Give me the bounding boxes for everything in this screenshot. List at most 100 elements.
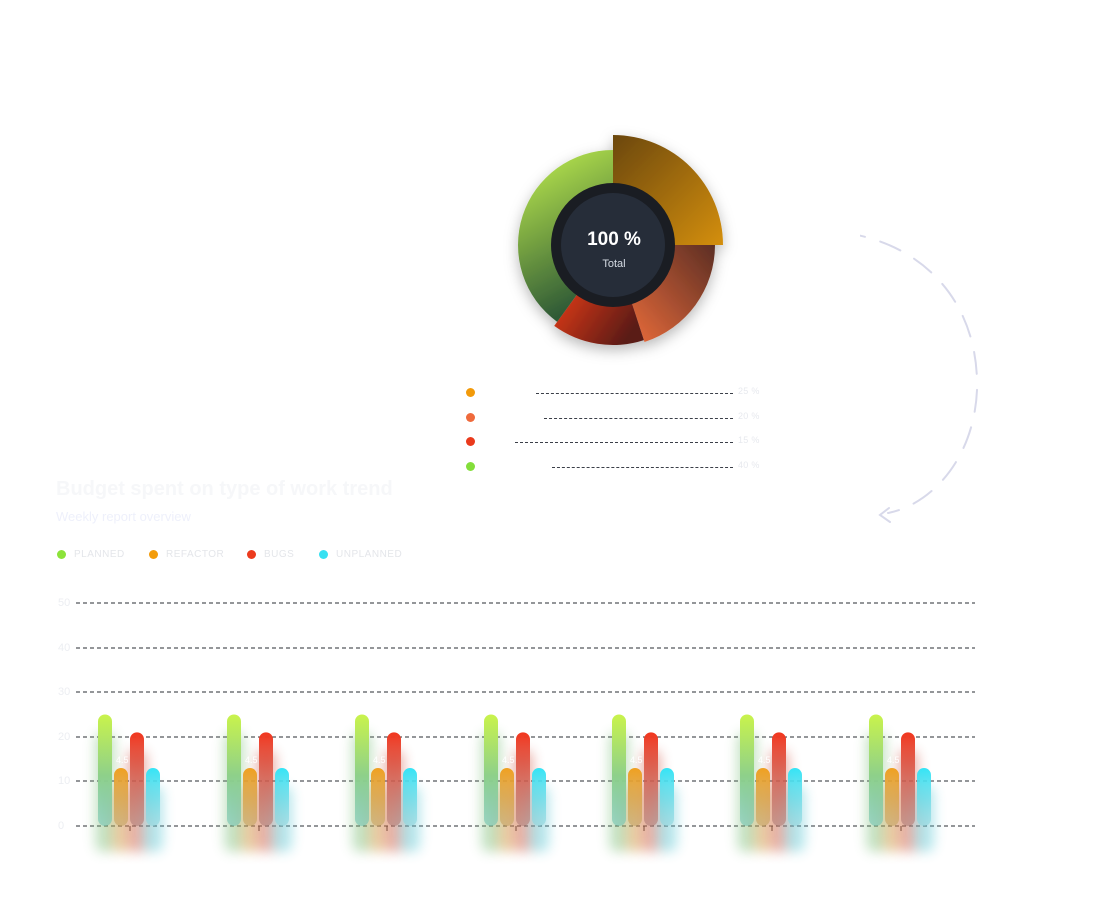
bar-shadow bbox=[882, 786, 902, 852]
legend-dot bbox=[319, 550, 328, 559]
bar-unplanned bbox=[788, 768, 802, 826]
bar-shadow bbox=[657, 786, 677, 852]
bar-shadow bbox=[400, 786, 420, 852]
bar-shadow bbox=[240, 786, 260, 852]
bar-planned bbox=[98, 714, 112, 826]
bar-bugs bbox=[901, 732, 915, 826]
bar-shadow bbox=[866, 732, 886, 852]
donut-legend-item: 40 % bbox=[466, 460, 766, 474]
y-tick-label: 0 bbox=[58, 820, 64, 832]
legend-dot bbox=[149, 550, 158, 559]
legend-value: 40 % bbox=[738, 460, 760, 470]
donut-center-label: Total bbox=[602, 258, 626, 270]
bar-data-label: 4.5 bbox=[116, 755, 129, 765]
donut-slice-refactor bbox=[613, 135, 723, 245]
bar-shadow bbox=[625, 786, 645, 852]
donut-slice-planned bbox=[517, 150, 613, 322]
bar-refactor bbox=[628, 768, 642, 826]
bar-planned bbox=[355, 714, 369, 826]
bar-data-label: 4.5 bbox=[373, 755, 386, 765]
bar-refactor bbox=[371, 768, 385, 826]
bar-shadow bbox=[368, 786, 388, 852]
y-tick-label: 40 bbox=[58, 642, 70, 654]
curved-arrow-icon bbox=[860, 234, 979, 523]
bar-shadow bbox=[256, 750, 276, 852]
legend-value: 15 % bbox=[738, 435, 760, 445]
donut-center bbox=[561, 193, 665, 297]
bar-refactor bbox=[756, 768, 770, 826]
bar-shadow bbox=[111, 786, 131, 852]
leader-line bbox=[515, 442, 733, 443]
bar-shadow bbox=[384, 750, 404, 852]
y-tick-label: 30 bbox=[58, 686, 70, 698]
legend-dot bbox=[466, 437, 475, 446]
legend-dot bbox=[247, 550, 256, 559]
bar-shadow bbox=[272, 786, 292, 852]
bar-unplanned bbox=[275, 768, 289, 826]
bar-shadow bbox=[898, 750, 918, 852]
bar-data-label: 4.5 bbox=[758, 755, 771, 765]
bar-shadow bbox=[769, 750, 789, 852]
bar-data-label: 4.5 bbox=[630, 755, 643, 765]
bar-bugs bbox=[259, 732, 273, 826]
donut-slice-second bbox=[630, 245, 715, 343]
bar-shadow bbox=[753, 786, 773, 852]
bar-shadow bbox=[641, 750, 661, 852]
bar-unplanned bbox=[403, 768, 417, 826]
bar-unplanned bbox=[146, 768, 160, 826]
bar-bugs bbox=[772, 732, 786, 826]
bar-shadow bbox=[914, 786, 934, 852]
donut-legend-item: 25 % bbox=[466, 386, 766, 400]
bar-refactor bbox=[500, 768, 514, 826]
bar-shadow bbox=[737, 732, 757, 852]
bar-shadow bbox=[143, 786, 163, 852]
bar-shadow bbox=[352, 732, 372, 852]
bar-shadow bbox=[497, 786, 517, 852]
bar-data-label: 4.5 bbox=[887, 755, 900, 765]
leader-line bbox=[544, 418, 733, 419]
donut-legend-item: 15 % bbox=[466, 435, 766, 449]
bar-shadow bbox=[785, 786, 805, 852]
leader-line bbox=[552, 467, 733, 468]
bar-unplanned bbox=[917, 768, 931, 826]
bar-bugs bbox=[644, 732, 658, 826]
bar-shadow bbox=[224, 732, 244, 852]
legend-dot bbox=[466, 462, 475, 471]
bar-planned bbox=[869, 714, 883, 826]
chart-title: Budget spent on type of work trend bbox=[56, 478, 393, 500]
bar-data-label: 4.5 bbox=[245, 755, 258, 765]
legend-dot bbox=[466, 388, 475, 397]
legend-label: REFACTOR bbox=[166, 549, 225, 560]
bar-planned bbox=[612, 714, 626, 826]
bar-shadow bbox=[481, 732, 501, 852]
bar-bugs bbox=[130, 732, 144, 826]
bar-bugs bbox=[516, 732, 530, 826]
bar-refactor bbox=[243, 768, 257, 826]
bar-planned bbox=[740, 714, 754, 826]
bar-shadow bbox=[95, 732, 115, 852]
legend-dot bbox=[57, 550, 66, 559]
donut-chart bbox=[517, 135, 723, 345]
bar-planned bbox=[227, 714, 241, 826]
leader-line bbox=[536, 393, 733, 394]
bar-bugs bbox=[387, 732, 401, 826]
chart-subtitle: Weekly report overview bbox=[56, 509, 191, 524]
bar-unplanned bbox=[660, 768, 674, 826]
legend-value: 25 % bbox=[738, 386, 760, 396]
legend-label: BUGS bbox=[264, 549, 295, 560]
bar-shadow bbox=[127, 750, 147, 852]
donut-center-value: 100 % bbox=[587, 229, 641, 250]
bar-planned bbox=[484, 714, 498, 826]
legend-label: UNPLANNED bbox=[336, 549, 403, 560]
y-tick-label: 20 bbox=[58, 731, 70, 743]
bar-shadow bbox=[513, 750, 533, 852]
legend-value: 20 % bbox=[738, 411, 760, 421]
bar-shadow bbox=[609, 732, 629, 852]
bar-refactor bbox=[885, 768, 899, 826]
bar-data-label: 4.5 bbox=[502, 755, 515, 765]
y-tick-label: 50 bbox=[58, 597, 70, 609]
legend-dot bbox=[466, 413, 475, 422]
y-tick-label: 10 bbox=[58, 775, 70, 787]
bar-unplanned bbox=[532, 768, 546, 826]
bar-shadow bbox=[529, 786, 549, 852]
